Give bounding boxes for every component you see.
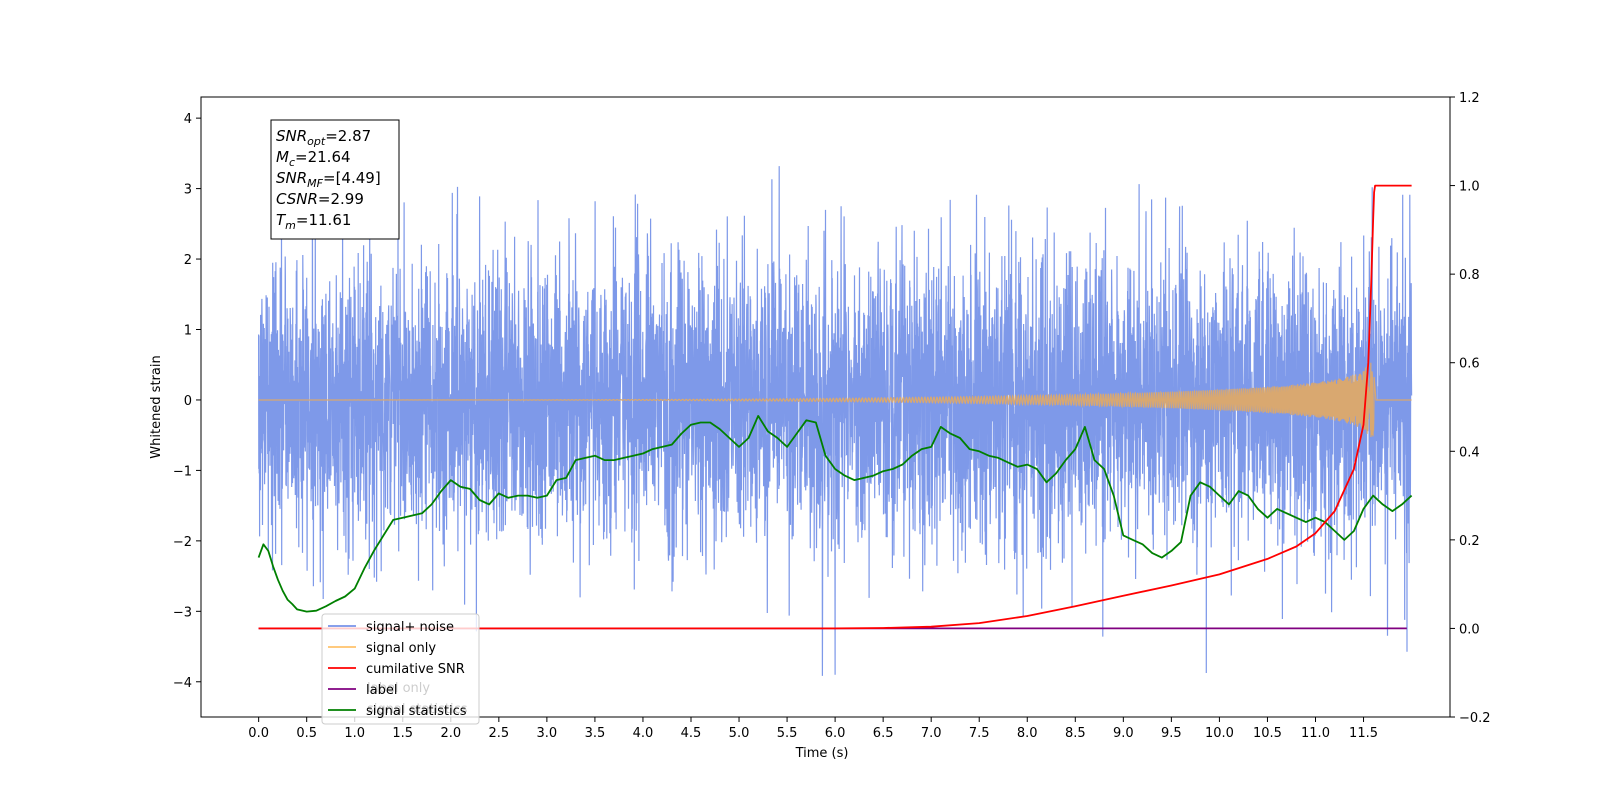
axes-layer: 0.0 0.5 1.0 1.5 2.0 2.5 3.0 3.5 4.0 4.5 5.0 5.5 6.0 6…	[173, 91, 1491, 741]
x-tick-label: 9.0	[1113, 726, 1134, 741]
x-tick-label: 7.5	[969, 726, 990, 741]
plot-frame	[200, 96, 1451, 718]
x-tick-label: 8.0	[1017, 726, 1038, 741]
y-tick-label-right: 1.2	[1459, 91, 1480, 106]
x-tick-label: 6.5	[873, 726, 894, 741]
x-tick-label: 3.5	[585, 726, 606, 741]
x-tick-label: 2.0	[440, 726, 461, 741]
series-signal-plus-noise	[258, 166, 1413, 676]
y-tick-label-right: 0.2	[1459, 534, 1480, 549]
legend-entry-label: signal only	[366, 641, 436, 656]
x-tick-label: 4.0	[633, 726, 654, 741]
y-tick-label-right: −0.2	[1459, 711, 1491, 726]
y-tick-label-left: −2	[173, 535, 192, 550]
legend: label onlysignal statisticssignal+ noise…	[321, 613, 480, 725]
y-tick-label-right: 0.6	[1459, 357, 1480, 372]
x-tick-label: 2.5	[488, 726, 509, 741]
y-tick-label-left: 1	[184, 324, 192, 339]
x-tick-label: 0.5	[296, 726, 317, 741]
y-axis-label-left: Whitened strain	[149, 355, 164, 458]
x-tick-label: 6.0	[825, 726, 846, 741]
x-tick-label: 9.5	[1161, 726, 1182, 741]
y-tick-label-left: 3	[184, 183, 192, 198]
info-line: Mc=21.64	[276, 148, 351, 169]
y-tick-label-left: 0	[184, 394, 192, 409]
x-tick-label: 1.5	[392, 726, 413, 741]
info-line: SNRMF=[4.49]	[276, 169, 381, 190]
legend-entry-label: label	[366, 683, 397, 698]
y-tick-label-right: 0.8	[1459, 268, 1480, 283]
x-tick-label: 5.0	[729, 726, 750, 741]
x-tick-label: 4.5	[681, 726, 702, 741]
x-tick-label: 10.0	[1205, 726, 1234, 741]
x-axis-label: Time (s)	[795, 746, 849, 761]
y-tick-label-left: −1	[173, 464, 192, 479]
legend-entry-label: cumilative SNR	[366, 662, 465, 677]
y-tick-label-right: 1.0	[1459, 180, 1480, 195]
info-line: CSNR=2.99	[276, 190, 364, 208]
series-cumulative-snr	[258, 184, 1412, 630]
legend-frame	[321, 613, 480, 725]
x-tick-label: 5.5	[777, 726, 798, 741]
x-tick-label: 3.0	[537, 726, 558, 741]
x-tick-label: 11.0	[1301, 726, 1330, 741]
info-box-frame	[270, 119, 400, 240]
y-tick-label-right: 0.0	[1459, 622, 1480, 637]
series-signal-statistics	[257, 415, 1413, 613]
y-tick-label-left: −4	[173, 676, 192, 691]
info-box: SNRopt=2.87Mc=21.64SNRMF=[4.49]CSNR=2.99…	[270, 119, 400, 240]
x-tick-label: 1.0	[344, 726, 365, 741]
x-tick-label: 8.5	[1065, 726, 1086, 741]
legend-entry-label: signal statistics	[366, 704, 467, 719]
y-tick-label-left: 4	[184, 112, 192, 127]
x-tick-label: 0.0	[248, 726, 269, 741]
series-signal-only	[258, 362, 1412, 438]
x-tick-label: 7.0	[921, 726, 942, 741]
x-tick-label: 10.5	[1253, 726, 1282, 741]
info-line: Tm=11.61	[276, 211, 351, 232]
y-tick-label-left: 2	[184, 253, 192, 268]
noise-series-layer	[258, 166, 1413, 676]
y-tick-label-right: 0.4	[1459, 445, 1480, 460]
x-tick-label: 11.5	[1349, 726, 1378, 741]
legend-entry-label: signal+ noise	[366, 620, 454, 635]
info-line: SNRopt=2.87	[276, 127, 371, 148]
y-tick-label-left: −3	[173, 605, 192, 620]
